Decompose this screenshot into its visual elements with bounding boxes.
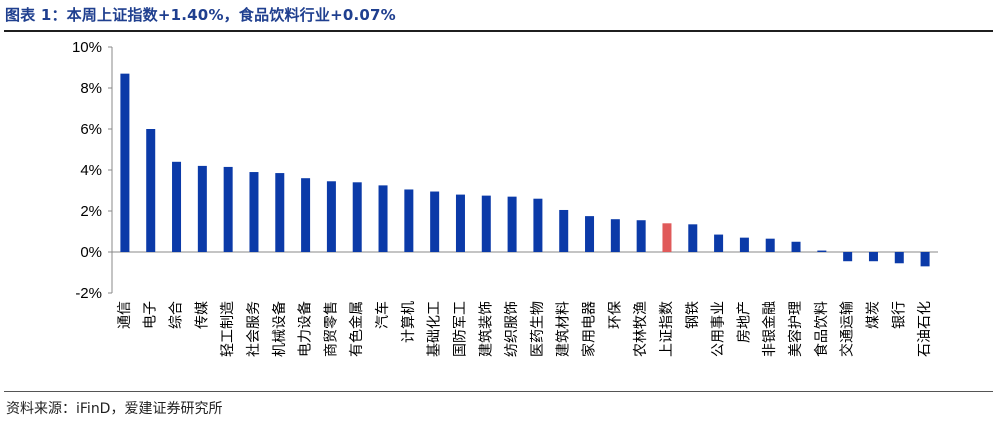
bar (378, 185, 388, 252)
x-tick-label: 传媒 (194, 301, 210, 329)
y-tick-label: 0% (80, 244, 102, 261)
x-tick-label: 银行 (891, 301, 907, 329)
x-tick-label: 通信 (117, 301, 133, 329)
x-tick-label: 综合 (169, 301, 185, 329)
x-tick-label: 房地产 (736, 301, 752, 343)
x-tick-label: 轻工制造 (220, 301, 236, 357)
x-tick-label: 有色金属 (348, 301, 365, 357)
bar (688, 224, 698, 252)
x-tick-label: 基础化工 (426, 301, 443, 357)
x-tick-label: 商贸零售 (323, 301, 339, 357)
x-tick-label: 社会服务 (246, 301, 262, 357)
x-tick-label: 纺织服饰 (504, 301, 520, 357)
x-tick-label: 建筑材料 (556, 301, 572, 357)
x-tick-label: 公用事业 (711, 301, 727, 357)
x-tick-label: 非银金融 (762, 301, 778, 357)
footer-divider (4, 391, 993, 392)
bar (275, 173, 285, 252)
title-divider (4, 30, 993, 32)
x-tick-label: 交通运输 (839, 301, 856, 357)
y-tick-label: 4% (80, 162, 102, 179)
x-tick-label: 上证指数 (659, 301, 675, 357)
bar (326, 181, 336, 252)
y-tick-label: 10% (72, 39, 102, 56)
bar (636, 220, 646, 252)
x-tick-label: 建筑装饰 (478, 301, 494, 357)
bars (120, 73, 930, 267)
x-tick-label: 机械设备 (271, 301, 288, 357)
bar (559, 209, 569, 252)
bar (455, 194, 465, 252)
bar (662, 223, 672, 252)
bar (404, 189, 414, 252)
bar (610, 219, 620, 252)
x-tick-label: 食品饮料 (813, 301, 830, 357)
x-tick-label: 美容护理 (787, 301, 804, 357)
y-tick-label: 6% (80, 121, 102, 138)
chart-title: 图表 1：本周上证指数+1.40%，食品饮料行业+0.07% (5, 6, 396, 24)
x-tick-label: 电子 (143, 301, 159, 329)
bar (172, 161, 182, 252)
y-axis-ticks: -2% 0% 2% 4% 6% 8% 10% (72, 39, 112, 302)
bar-chart: -2% 0% 2% 4% 6% 8% 10% 通信 电子 综合 传媒 轻工制造 社会服务 机械设备 电力设… (72, 39, 938, 357)
bar (714, 234, 724, 252)
bar (920, 252, 930, 267)
bar (352, 182, 362, 252)
x-tick-label: 农林牧渔 (633, 301, 649, 357)
bar (223, 166, 233, 252)
y-tick-label: 2% (80, 203, 102, 220)
bar (249, 172, 259, 252)
x-tick-label: 家用电器 (581, 301, 598, 357)
bar (894, 252, 904, 264)
x-tick-label: 电力设备 (297, 301, 314, 357)
bar (533, 198, 543, 252)
bar (146, 129, 156, 252)
y-tick-label: -2% (75, 285, 102, 302)
bar (817, 250, 827, 252)
x-tick-label: 汽车 (374, 301, 391, 329)
x-tick-label: 环保 (607, 301, 623, 329)
bar (739, 237, 749, 252)
bar (120, 73, 130, 253)
x-tick-label: 计算机 (401, 301, 417, 343)
x-tick-label: 石油石化 (917, 301, 933, 357)
bar (765, 238, 775, 252)
x-tick-label: 国防军工 (452, 301, 468, 357)
bar (585, 216, 595, 252)
x-tick-label: 医药生物 (530, 301, 546, 357)
bar (481, 195, 491, 252)
y-tick-label: 8% (80, 80, 102, 97)
bar (507, 196, 517, 252)
x-tick-label: 钢铁 (685, 301, 701, 329)
x-axis-labels: 通信 电子 综合 传媒 轻工制造 社会服务 机械设备 电力设备 商贸零售 有色金属 汽车 计算机 基础化… (117, 301, 933, 357)
source-note: 资料来源：iFinD，爱建证券研究所 (6, 401, 223, 417)
bar (868, 252, 878, 262)
bar (301, 178, 311, 252)
x-tick-label: 煤炭 (865, 301, 881, 329)
bar (197, 165, 207, 252)
bar (430, 191, 440, 252)
bar (843, 252, 853, 262)
bar (791, 241, 801, 252)
